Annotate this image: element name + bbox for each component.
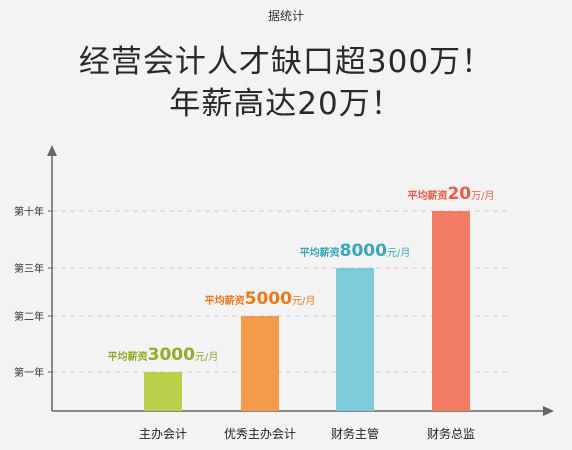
x-category-label: 优秀主办会计 (224, 426, 296, 441)
headline-line-1: 经营会计人才缺口超300万！ (78, 44, 494, 80)
x-axis-arrow (543, 406, 554, 416)
x-category-label: 财务主管 (331, 426, 379, 441)
x-category-label: 财务总监 (427, 426, 475, 441)
source-caption: 据统计 (267, 9, 304, 23)
bar (241, 316, 279, 411)
bar (336, 268, 374, 411)
y-tick-label: 第十年 (14, 205, 44, 218)
salary-label: 平均薪资20万/月 (407, 184, 494, 204)
y-tick-label: 第一年 (14, 366, 44, 379)
salary-label: 平均薪资8000元/月 (300, 241, 411, 261)
headline-line-2: 年薪高达20万！ (169, 86, 403, 122)
salary-label: 平均薪资3000元/月 (108, 345, 219, 365)
bar (144, 372, 182, 411)
y-axis-arrow (47, 145, 57, 156)
y-tick-label: 第二年 (14, 310, 44, 323)
salary-label: 平均薪资5000元/月 (205, 289, 316, 309)
x-category-label: 主办会计 (139, 426, 187, 441)
y-tick-label: 第三年 (14, 262, 44, 275)
bar (432, 211, 470, 411)
